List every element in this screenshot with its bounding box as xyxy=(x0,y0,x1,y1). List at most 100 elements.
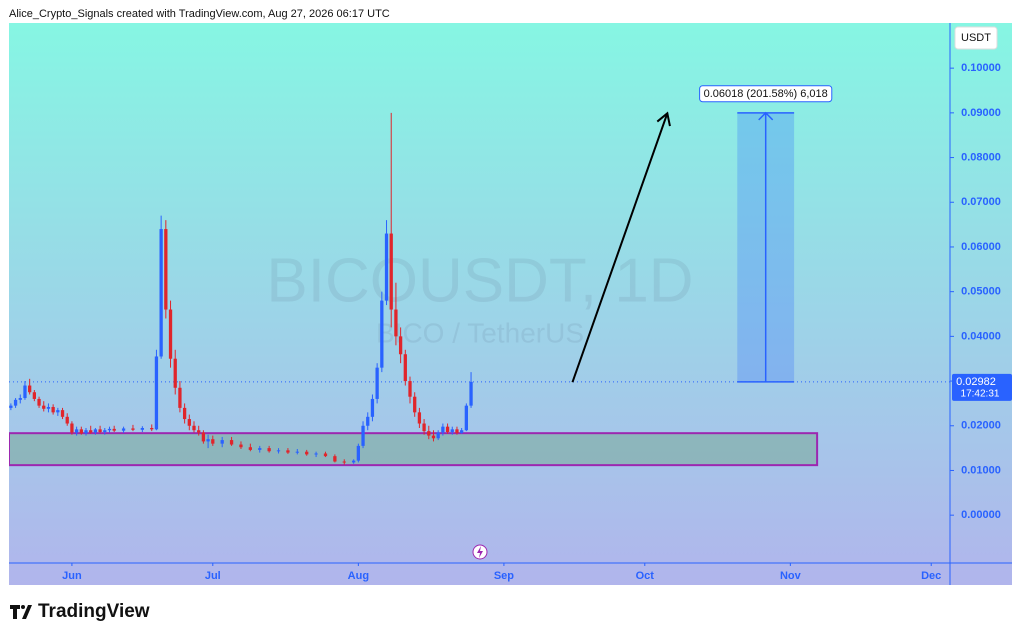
candle-body xyxy=(13,399,18,406)
x-tick-label: Sep xyxy=(494,570,514,582)
candle-body xyxy=(375,367,379,399)
candle-body xyxy=(197,430,201,433)
x-tick-label: Oct xyxy=(636,570,655,582)
candle-body xyxy=(229,440,234,445)
candle-body xyxy=(9,405,13,408)
candle-body xyxy=(413,396,417,413)
header: Alice_Crypto_Signals created with Tradin… xyxy=(9,8,390,20)
candle-body xyxy=(112,428,116,431)
event-icon xyxy=(472,544,488,560)
watermark-subtitle: BICO / TetherUS xyxy=(376,317,584,348)
x-tick-label: Jun xyxy=(62,570,82,582)
candle-body xyxy=(192,425,196,431)
candle-body xyxy=(398,336,403,355)
candle-body xyxy=(380,300,384,368)
trend-arrow xyxy=(571,112,669,383)
candle-body xyxy=(121,428,126,431)
x-tick-label: Nov xyxy=(780,570,802,582)
candle-body xyxy=(178,387,182,408)
x-tick-label: Dec xyxy=(921,570,941,582)
candle-body xyxy=(98,429,102,433)
candle-body xyxy=(182,407,187,420)
candle-body xyxy=(159,229,163,357)
candle-body xyxy=(366,416,370,426)
candle-body xyxy=(445,426,450,433)
candle-body xyxy=(239,444,243,448)
candle-body xyxy=(220,440,224,444)
candle-body xyxy=(211,439,215,444)
plot xyxy=(9,111,950,467)
candle-body xyxy=(201,432,206,442)
support-zone xyxy=(9,432,819,467)
x-tick-label: Aug xyxy=(348,570,369,582)
candle-body xyxy=(342,461,346,463)
candle-body xyxy=(384,233,389,301)
candle-body xyxy=(89,430,93,433)
candle-body xyxy=(323,453,328,457)
candle-body xyxy=(403,354,407,382)
y-tick-label: 0.01000 xyxy=(961,464,1001,476)
candle-body xyxy=(469,381,473,406)
y-tick-label: 0.00000 xyxy=(961,509,1001,521)
candle-body xyxy=(305,451,309,455)
candle-body xyxy=(18,398,22,400)
y-tick-label: 0.06000 xyxy=(961,241,1001,253)
candle-body xyxy=(23,385,27,399)
brand-logo xyxy=(10,605,32,619)
countdown: 17:42:31 xyxy=(961,389,1000,400)
candle-body xyxy=(352,460,356,463)
y-tick-label: 0.04000 xyxy=(961,330,1001,342)
candle-body xyxy=(361,425,365,446)
trend-arrow-head xyxy=(656,111,671,127)
candle-body xyxy=(107,428,112,431)
candle-body xyxy=(37,398,41,406)
candle-body xyxy=(295,451,299,453)
candle-body xyxy=(333,456,337,462)
candle-body xyxy=(103,430,107,433)
candle-body xyxy=(154,356,159,430)
target-label: 0.06018 (201.58%) 6,018 xyxy=(704,88,828,100)
candle-body xyxy=(173,358,177,388)
watermark: BICOUSDT, 1D xyxy=(266,246,693,315)
candle-body xyxy=(32,392,36,399)
candle-body xyxy=(131,428,135,430)
candle-body xyxy=(28,385,32,393)
candle-body xyxy=(408,381,412,397)
candle-body xyxy=(206,439,210,442)
target-arrow-head xyxy=(758,111,774,121)
target-label-box xyxy=(699,85,833,103)
y-tick-label: 0.09000 xyxy=(961,107,1001,119)
candle-body xyxy=(267,448,271,452)
candle-body xyxy=(79,429,83,434)
axis-unit: USDT xyxy=(961,32,991,44)
candle-body xyxy=(436,432,440,439)
candle-body xyxy=(84,430,88,434)
candle-body xyxy=(168,309,173,359)
candle-body xyxy=(74,429,79,433)
candle-body xyxy=(164,229,168,310)
candle-body xyxy=(56,410,60,413)
candle-body xyxy=(370,398,375,417)
candle-body xyxy=(431,435,436,439)
plot-background xyxy=(9,23,1012,585)
y-tick-label: 0.07000 xyxy=(961,196,1001,208)
candle-body xyxy=(286,450,290,453)
candle-body xyxy=(427,431,431,436)
candle-body xyxy=(394,309,398,337)
last-price-tag xyxy=(952,373,1012,401)
y-tick-label: 0.05000 xyxy=(961,286,1001,298)
candle-body xyxy=(455,429,459,433)
candle-body xyxy=(70,423,74,433)
candle-body xyxy=(93,429,98,433)
candle-body xyxy=(60,410,65,417)
last-price-label: 0.02982 xyxy=(956,376,996,388)
y-tick-label: 0.02000 xyxy=(961,420,1001,432)
candle-body xyxy=(187,419,191,426)
y-tick-label: 0.08000 xyxy=(961,151,1001,163)
unit-box xyxy=(954,26,998,50)
candle-body xyxy=(42,405,46,409)
candle-body xyxy=(441,426,445,433)
candle-body xyxy=(389,233,393,310)
candle-body xyxy=(356,445,360,461)
